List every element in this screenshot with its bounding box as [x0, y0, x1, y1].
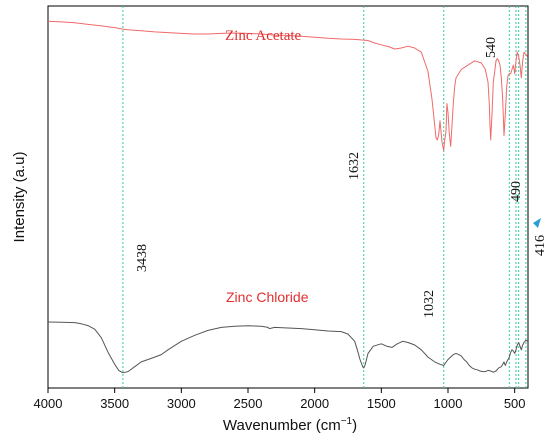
- peak-label-416: 416: [533, 235, 548, 256]
- x-tick-label-4000: 4000: [34, 396, 63, 411]
- arrow-icon: [533, 218, 541, 228]
- x-axis-title-close: ): [352, 417, 357, 434]
- x-axis-title-sup: −1: [341, 416, 353, 427]
- x-tick-label-2000: 2000: [300, 396, 329, 411]
- plot-frame: [47, 5, 529, 389]
- series-label-zinc-chloride: Zinc Chloride: [226, 289, 309, 305]
- x-tick-label-2500: 2500: [234, 396, 263, 411]
- peak-label-3438: 3438: [135, 244, 150, 272]
- peak-label-1032: 1032: [422, 290, 437, 318]
- series-line-zinc-acetate: [47, 20, 528, 152]
- peak-label-490: 490: [509, 181, 524, 202]
- series-label-zinc-acetate: Zinc Acetate: [225, 28, 302, 44]
- series-layer: [47, 20, 528, 374]
- x-tick-label-3500: 3500: [100, 396, 129, 411]
- peak-label-1632: 1632: [347, 152, 362, 180]
- y-axis-title: Intensity (a.u): [11, 152, 28, 243]
- x-tick-label-1000: 1000: [434, 396, 463, 411]
- x-tick-label-3000: 3000: [167, 396, 196, 411]
- x-axis-title-main: Wavenumber (cm: [223, 417, 341, 434]
- series-line-zinc-chloride: [47, 321, 528, 374]
- x-axis-ticks: 4000 3500 3000 2500 2000 1500 1000 500: [34, 388, 526, 411]
- x-tick-label-500: 500: [504, 396, 526, 411]
- peak-label-540: 540: [484, 37, 499, 58]
- x-tick-label-1500: 1500: [367, 396, 396, 411]
- x-axis-title: Wavenumber (cm−1): [223, 416, 357, 434]
